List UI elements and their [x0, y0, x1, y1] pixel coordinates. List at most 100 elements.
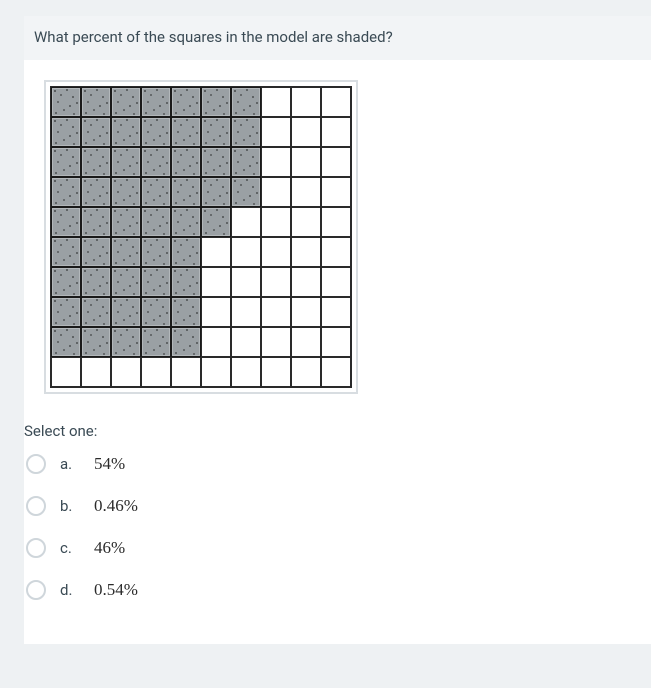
grid-cell-shaded	[111, 267, 141, 297]
question-prompt: What percent of the squares in the model…	[24, 16, 651, 60]
grid-cell-shaded	[201, 87, 231, 117]
option-c[interactable]: c. 46%	[26, 538, 651, 558]
question-card: What percent of the squares in the model…	[24, 16, 651, 644]
grid-cell-shaded	[51, 297, 81, 327]
grid-cell	[261, 267, 291, 297]
grid-cell-shaded	[171, 147, 201, 177]
grid-cell	[261, 327, 291, 357]
grid-cell-shaded	[141, 207, 171, 237]
grid-cell-shaded	[141, 237, 171, 267]
grid-cell-shaded	[81, 327, 111, 357]
grid-cell-shaded	[141, 117, 171, 147]
grid-cell	[291, 267, 321, 297]
grid-cell-shaded	[171, 177, 201, 207]
grid-cell-shaded	[51, 117, 81, 147]
grid-cell-shaded	[171, 117, 201, 147]
grid-cell-shaded	[111, 297, 141, 327]
grid-cell	[321, 237, 351, 267]
grid-cell-shaded	[81, 237, 111, 267]
grid-cell-shaded	[81, 147, 111, 177]
select-one-label: Select one:	[24, 422, 651, 440]
grid-cell	[291, 87, 321, 117]
grid-cell-shaded	[171, 87, 201, 117]
grid-cell-shaded	[81, 87, 111, 117]
grid-cell-shaded	[111, 147, 141, 177]
grid-cell-shaded	[51, 237, 81, 267]
grid-cell-shaded	[201, 117, 231, 147]
grid-cell	[231, 267, 261, 297]
grid-cell-shaded	[111, 327, 141, 357]
grid-cell-shaded	[81, 207, 111, 237]
grid-cell-shaded	[171, 237, 201, 267]
grid-cell	[231, 207, 261, 237]
grid-cell	[321, 357, 351, 387]
option-letter: d.	[60, 581, 74, 599]
grid-cell	[261, 117, 291, 147]
radio-button[interactable]	[26, 538, 46, 558]
grid-cell	[321, 177, 351, 207]
grid-cell-shaded	[141, 267, 171, 297]
grid-cell	[291, 237, 321, 267]
grid-cell-shaded	[141, 177, 171, 207]
option-value: 46%	[94, 538, 125, 558]
radio-button[interactable]	[26, 454, 46, 474]
grid-cell	[201, 267, 231, 297]
grid-cell	[261, 237, 291, 267]
grid-model-frame	[44, 80, 358, 394]
radio-button[interactable]	[26, 580, 46, 600]
grid-cell	[321, 117, 351, 147]
grid-cell	[231, 327, 261, 357]
grid-cell	[201, 237, 231, 267]
grid-cell	[291, 207, 321, 237]
grid-cell	[81, 357, 111, 387]
grid-cell-shaded	[81, 267, 111, 297]
grid-cell-shaded	[111, 237, 141, 267]
grid-cell-shaded	[141, 327, 171, 357]
grid-cell	[261, 297, 291, 327]
grid-cell-shaded	[51, 327, 81, 357]
grid-cell	[291, 177, 321, 207]
grid-cell-shaded	[171, 327, 201, 357]
grid-cell	[291, 117, 321, 147]
grid-cell-shaded	[51, 87, 81, 117]
grid-cell	[201, 297, 231, 327]
grid-cell-shaded	[81, 117, 111, 147]
grid-cell	[261, 87, 291, 117]
grid-cell	[321, 207, 351, 237]
grid-cell-shaded	[81, 177, 111, 207]
options-list: a.54% b. 0.46% c. 46% d. 0.54%	[26, 454, 651, 600]
option-value: 0.54%	[94, 580, 138, 600]
grid-cell	[291, 327, 321, 357]
grid-cell-shaded	[171, 207, 201, 237]
grid-cell	[171, 357, 201, 387]
radio-button[interactable]	[26, 496, 46, 516]
grid-cell	[261, 177, 291, 207]
grid-cell	[261, 147, 291, 177]
option-letter: b.	[60, 497, 74, 515]
grid-cell-shaded	[201, 177, 231, 207]
option-a[interactable]: a.54%	[26, 454, 651, 474]
option-letter: a.	[60, 455, 74, 473]
grid-cell-shaded	[111, 177, 141, 207]
grid-cell	[321, 267, 351, 297]
grid-cell-shaded	[231, 177, 261, 207]
grid-cell	[231, 237, 261, 267]
grid-model	[50, 86, 352, 388]
grid-cell-shaded	[231, 117, 261, 147]
grid-cell-shaded	[111, 207, 141, 237]
grid-cell-shaded	[51, 177, 81, 207]
option-b[interactable]: b. 0.46%	[26, 496, 651, 516]
option-letter: c.	[60, 539, 74, 557]
grid-cell-shaded	[51, 207, 81, 237]
grid-cell-shaded	[111, 117, 141, 147]
grid-cell-shaded	[81, 297, 111, 327]
grid-cell-shaded	[51, 147, 81, 177]
option-d[interactable]: d. 0.54%	[26, 580, 651, 600]
grid-cell	[231, 357, 261, 387]
grid-cell	[231, 297, 261, 327]
grid-cell-shaded	[201, 147, 231, 177]
grid-cell	[321, 327, 351, 357]
grid-cell	[261, 357, 291, 387]
option-value: 0.46%	[94, 496, 138, 516]
grid-cell-shaded	[171, 267, 201, 297]
